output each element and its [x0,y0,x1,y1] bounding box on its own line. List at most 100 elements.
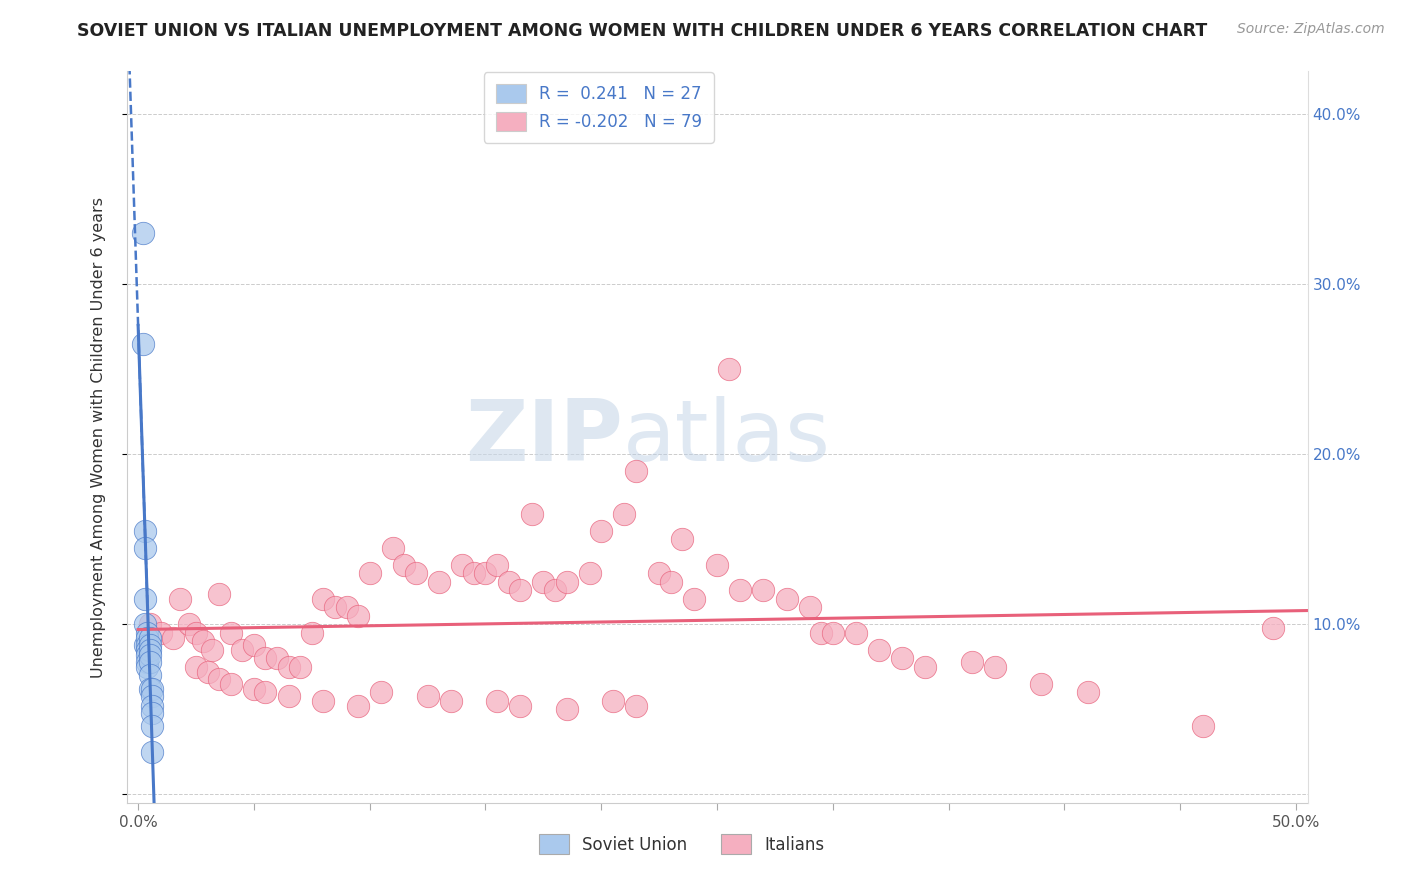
Point [134,591,156,606]
Point [138,681,160,696]
Point [914,659,936,673]
Point [416,689,439,703]
Point [132,226,155,240]
Point [277,659,299,673]
Point [134,617,156,632]
Point [659,574,682,589]
Point [1031,677,1053,691]
Point [138,631,160,645]
Point [509,583,531,598]
Point [141,681,163,696]
Point [134,524,156,538]
Point [474,566,496,581]
Point [1077,685,1099,699]
Point [138,642,160,657]
Point [775,591,797,606]
Point [347,608,370,623]
Point [243,638,266,652]
Point [463,566,485,581]
Point [136,655,159,669]
Point [845,625,868,640]
Point [141,706,163,720]
Point [624,698,647,713]
Point [591,524,613,538]
Point [301,625,323,640]
Point [960,655,983,669]
Point [555,574,578,589]
Point [141,698,163,713]
Point [381,541,404,555]
Point [335,600,357,615]
Point [134,541,156,555]
Point [184,659,207,673]
Point [486,694,509,708]
Point [219,677,242,691]
Point [671,532,693,546]
Point [138,648,160,662]
Point [254,685,277,699]
Point [208,586,231,600]
Point [624,464,647,478]
Point [138,617,160,632]
Text: Source: ZipAtlas.com: Source: ZipAtlas.com [1237,22,1385,37]
Point [191,634,214,648]
Y-axis label: Unemployment Among Women with Children Under 6 years: Unemployment Among Women with Children U… [91,196,105,678]
Point [891,651,914,665]
Point [648,566,671,581]
Point [141,719,163,733]
Point [141,689,163,703]
Point [728,583,751,598]
Text: SOVIET UNION VS ITALIAN UNEMPLOYMENT AMONG WOMEN WITH CHILDREN UNDER 6 YEARS COR: SOVIET UNION VS ITALIAN UNEMPLOYMENT AMO… [77,22,1208,40]
Point [520,507,543,521]
Legend: Soviet Union, Italians: Soviet Union, Italians [533,828,831,860]
Point [150,625,173,640]
Point [312,694,335,708]
Point [868,642,890,657]
Point [138,668,160,682]
Point [531,574,554,589]
Point [451,558,474,572]
Point [208,672,231,686]
Point [231,642,253,657]
Point [243,681,266,696]
Point [578,566,600,581]
Point [717,362,740,376]
Point [132,336,155,351]
Point [440,694,463,708]
Point [323,600,346,615]
Text: atlas: atlas [623,395,831,479]
Point [138,638,160,652]
Point [427,574,450,589]
Point [602,694,624,708]
Point [312,591,335,606]
Point [277,689,299,703]
Point [810,625,832,640]
Point [136,625,159,640]
Point [486,558,509,572]
Point [821,625,844,640]
Point [254,651,277,665]
Point [394,558,416,572]
Point [162,631,184,645]
Point [370,685,392,699]
Point [141,745,163,759]
Point [683,591,706,606]
Point [706,558,728,572]
Point [752,583,775,598]
Point [799,600,821,615]
Point [1261,621,1284,635]
Point [405,566,427,581]
Point [984,659,1007,673]
Point [136,648,159,662]
Point [136,659,159,673]
Point [134,638,156,652]
Point [613,507,636,521]
Point [544,583,567,598]
Point [347,698,370,713]
Point [219,625,242,640]
Point [197,665,219,679]
Point [169,591,191,606]
Point [1192,719,1215,733]
Point [201,642,224,657]
Point [136,631,159,645]
